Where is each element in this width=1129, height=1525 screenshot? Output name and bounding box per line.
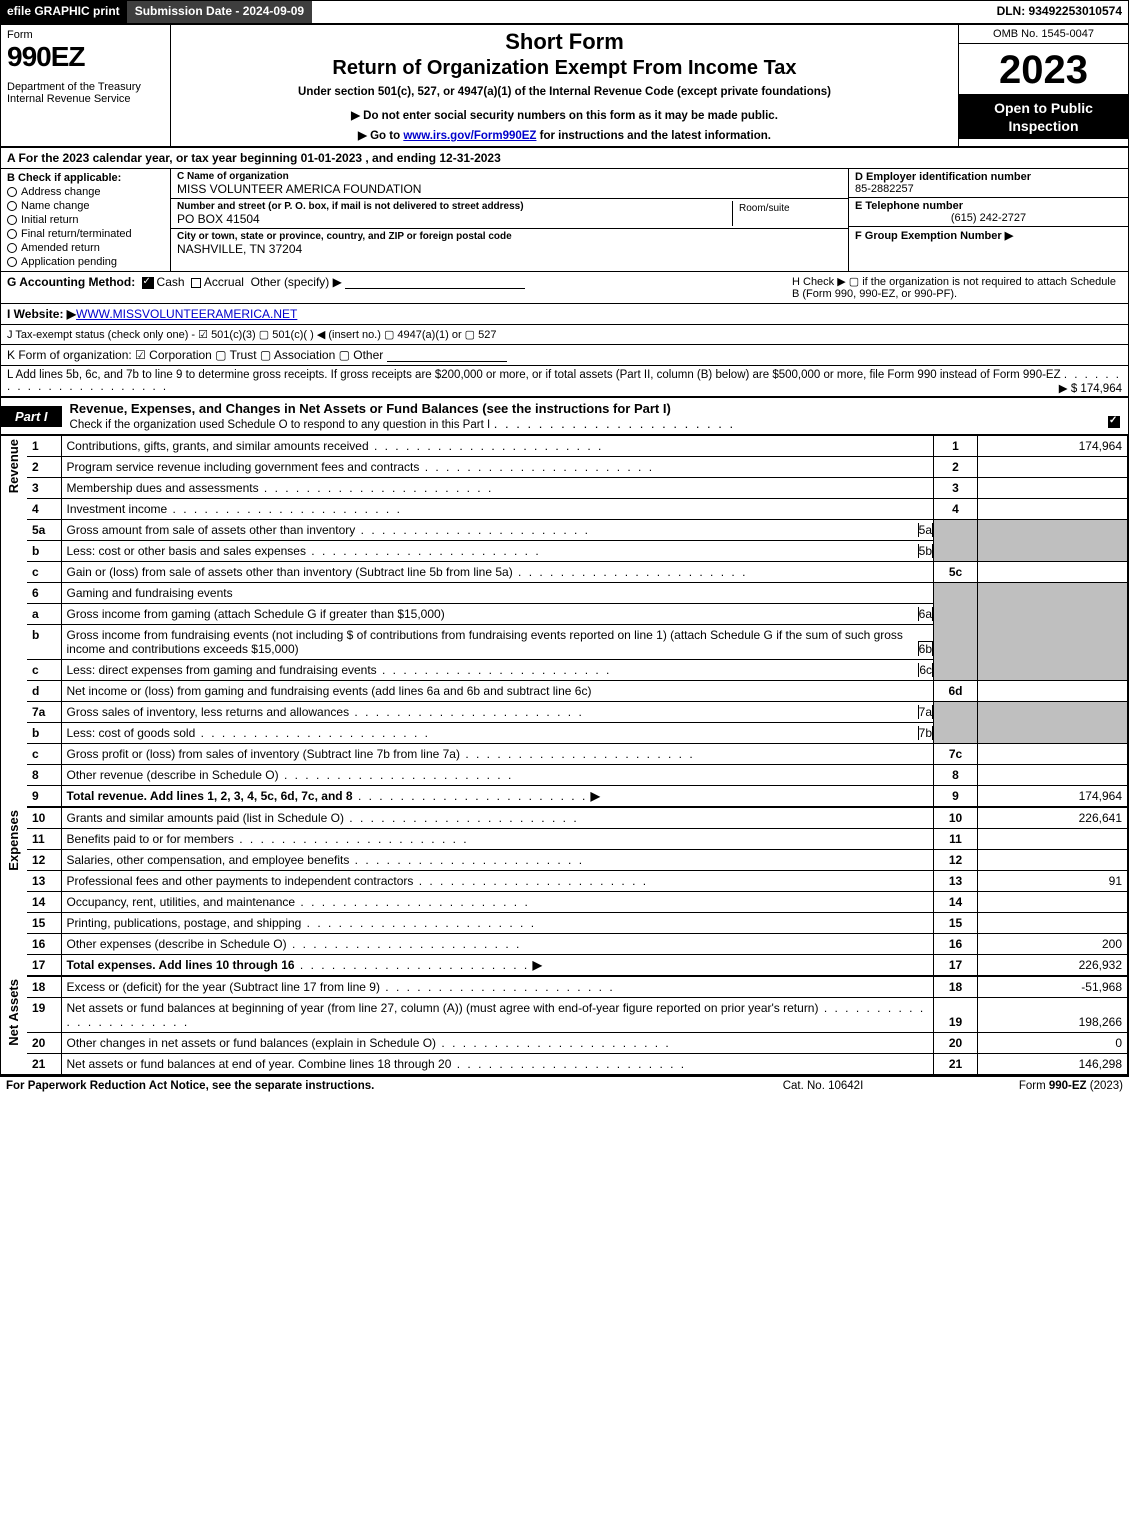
tel-value: (615) 242-2727 xyxy=(855,212,1122,224)
row-l-gross-receipts: L Add lines 5b, 6c, and 7b to line 9 to … xyxy=(1,366,1128,397)
amt-4 xyxy=(978,499,1128,520)
amt-21: 146,298 xyxy=(978,1054,1128,1075)
col-b-checks: B Check if applicable: Address change Na… xyxy=(1,169,171,271)
row-j-tax-exempt: J Tax-exempt status (check only one) - ☑… xyxy=(1,325,1128,345)
chk-amended-return[interactable]: Amended return xyxy=(7,242,164,254)
row-a-calendar-year: A For the 2023 calendar year, or tax yea… xyxy=(1,148,1128,169)
part-i-schedule-o-check[interactable] xyxy=(1108,416,1120,428)
open-to-public: Open to Public Inspection xyxy=(959,94,1128,139)
amt-17: 226,932 xyxy=(978,955,1128,977)
part-i-title: Revenue, Expenses, and Changes in Net As… xyxy=(62,398,1128,434)
street-row: Number and street (or P. O. box, if mail… xyxy=(171,199,848,229)
amt-2 xyxy=(978,457,1128,478)
tel-cell: E Telephone number (615) 242-2727 xyxy=(849,198,1128,227)
header-center: Short Form Return of Organization Exempt… xyxy=(171,25,958,146)
submission-date: Submission Date - 2024-09-09 xyxy=(126,1,312,23)
row-i-website: I Website: ▶WWW.MISSVOLUNTEERAMERICA.NET xyxy=(1,304,1128,325)
lines-table: Revenue 1 Contributions, gifts, grants, … xyxy=(1,436,1128,1074)
org-name-cell: C Name of organization MISS VOLUNTEER AM… xyxy=(171,169,848,199)
form-ref: Form 990-EZ (2023) xyxy=(923,1080,1123,1092)
title-short-form: Short Form xyxy=(181,29,948,55)
amt-13: 91 xyxy=(978,871,1128,892)
header-right: OMB No. 1545-0047 2023 Open to Public In… xyxy=(958,25,1128,146)
section-b-to-f: B Check if applicable: Address change Na… xyxy=(1,169,1128,272)
row-k-form-org: K Form of organization: ☑ Corporation ▢ … xyxy=(1,345,1128,366)
city: NASHVILLE, TN 37204 xyxy=(177,242,842,256)
website-link[interactable]: WWW.MISSVOLUNTEERAMERICA.NET xyxy=(76,307,297,321)
row-h: H Check ▶ ▢ if the organization is not r… xyxy=(782,275,1122,300)
part-i-label: Part I xyxy=(1,406,62,427)
amt-11 xyxy=(978,829,1128,850)
col-d-e-f: D Employer identification number 85-2882… xyxy=(848,169,1128,271)
chk-final-return[interactable]: Final return/terminated xyxy=(7,228,164,240)
amt-18: -51,968 xyxy=(978,976,1128,998)
part-i-header: Part I Revenue, Expenses, and Changes in… xyxy=(1,397,1128,436)
l-amount: ▶ $ 174,964 xyxy=(1059,381,1122,395)
org-name: MISS VOLUNTEER AMERICA FOUNDATION xyxy=(177,182,842,196)
cat-no: Cat. No. 10642I xyxy=(723,1080,923,1092)
amt-9: 174,964 xyxy=(978,786,1128,808)
subtitle: Under section 501(c), 527, or 4947(a)(1)… xyxy=(181,86,948,98)
street: PO BOX 41504 xyxy=(177,212,732,226)
room-suite-cell: Room/suite xyxy=(732,201,842,226)
paperwork-notice: For Paperwork Reduction Act Notice, see … xyxy=(6,1080,723,1092)
amt-14 xyxy=(978,892,1128,913)
goto-link[interactable]: ▶ Go to www.irs.gov/Form990EZ for instru… xyxy=(181,128,948,142)
tax-year: 2023 xyxy=(959,44,1128,94)
b-header: B Check if applicable: xyxy=(7,172,164,184)
title-return: Return of Organization Exempt From Incom… xyxy=(181,57,948,80)
amt-3 xyxy=(978,478,1128,499)
amt-7c xyxy=(978,744,1128,765)
g-label: G Accounting Method: xyxy=(7,275,135,289)
chk-name-change[interactable]: Name change xyxy=(7,200,164,212)
chk-initial-return[interactable]: Initial return xyxy=(7,214,164,226)
amt-12 xyxy=(978,850,1128,871)
row-g-h: G Accounting Method: Cash Accrual Other … xyxy=(1,272,1128,304)
amt-5c xyxy=(978,562,1128,583)
col-c-org-info: C Name of organization MISS VOLUNTEER AM… xyxy=(171,169,848,271)
form-number: 990EZ xyxy=(7,41,164,73)
expenses-side-label: Expenses xyxy=(6,810,21,871)
amt-16: 200 xyxy=(978,934,1128,955)
netassets-side-label: Net Assets xyxy=(6,979,21,1046)
dept-label: Department of the Treasury Internal Reve… xyxy=(7,81,164,105)
amt-15 xyxy=(978,913,1128,934)
form-header: Form 990EZ Department of the Treasury In… xyxy=(1,25,1128,148)
chk-application-pending[interactable]: Application pending xyxy=(7,256,164,268)
irs-link[interactable]: www.irs.gov/Form990EZ xyxy=(403,130,536,142)
amt-20: 0 xyxy=(978,1033,1128,1054)
amt-6d xyxy=(978,681,1128,702)
omb-number: OMB No. 1545-0047 xyxy=(959,25,1128,44)
form-990ez: efile GRAPHIC print Submission Date - 20… xyxy=(0,0,1129,1075)
form-word: Form xyxy=(7,29,164,41)
page-footer: For Paperwork Reduction Act Notice, see … xyxy=(0,1075,1129,1095)
g-cash-check[interactable] xyxy=(142,277,154,289)
amt-19: 198,266 xyxy=(978,998,1128,1033)
dln-label: DLN: 93492253010574 xyxy=(991,1,1128,23)
header-left: Form 990EZ Department of the Treasury In… xyxy=(1,25,171,146)
topbar: efile GRAPHIC print Submission Date - 20… xyxy=(1,1,1128,25)
amt-8 xyxy=(978,765,1128,786)
chk-address-change[interactable]: Address change xyxy=(7,186,164,198)
group-exemption: F Group Exemption Number ▶ xyxy=(849,227,1128,244)
g-accrual-check[interactable] xyxy=(191,278,201,288)
ssn-warning: ▶ Do not enter social security numbers o… xyxy=(181,108,948,122)
other-specify-line[interactable] xyxy=(345,277,525,289)
city-cell: City or town, state or province, country… xyxy=(171,229,848,258)
ein-value: 85-2882257 xyxy=(855,183,1122,195)
ein-cell: D Employer identification number 85-2882… xyxy=(849,169,1128,198)
amt-1: 174,964 xyxy=(978,436,1128,457)
amt-10: 226,641 xyxy=(978,807,1128,829)
efile-print-label[interactable]: efile GRAPHIC print xyxy=(1,1,126,23)
k-other-line[interactable] xyxy=(387,350,507,362)
revenue-side-label: Revenue xyxy=(6,439,21,493)
